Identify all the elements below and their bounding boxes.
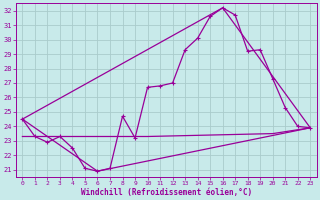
X-axis label: Windchill (Refroidissement éolien,°C): Windchill (Refroidissement éolien,°C) [81,188,252,197]
